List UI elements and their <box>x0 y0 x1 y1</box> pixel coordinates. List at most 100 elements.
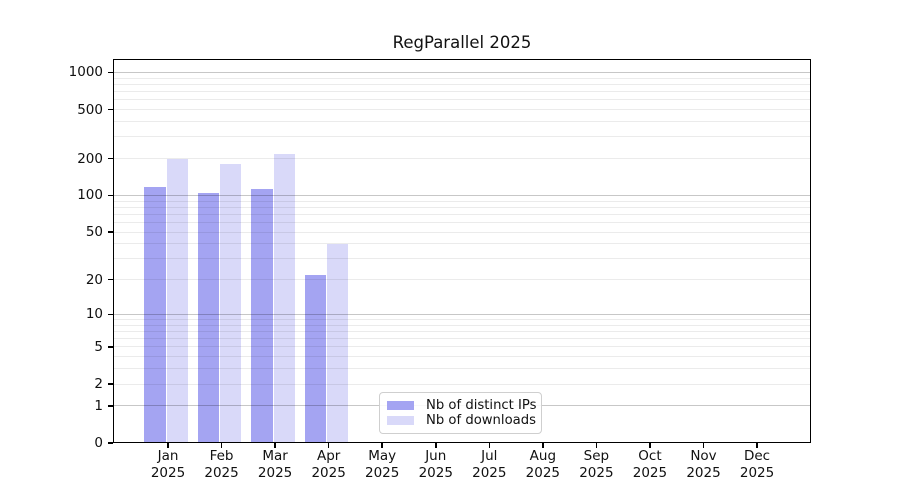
x-tick-year: 2025 <box>365 465 400 481</box>
y-tick-mark <box>107 157 113 160</box>
x-tick-month: Apr <box>316 448 341 464</box>
x-tick-mark <box>274 443 276 448</box>
gridline-major <box>113 313 811 315</box>
gridline-minor <box>113 77 811 79</box>
y-tick-label: 5 <box>94 338 103 355</box>
gridline-minor <box>113 319 811 320</box>
bar-downloads <box>166 159 188 443</box>
x-tick-month: May <box>368 448 397 464</box>
x-tick-mark <box>434 443 437 448</box>
x-tick-label: Feb 2025 <box>180 448 264 482</box>
bar-distinct-ips <box>144 186 166 443</box>
x-tick-month: Oct <box>638 448 662 464</box>
legend-swatch-distinct-ips <box>387 401 414 410</box>
x-tick-label: May 2025 <box>340 448 424 482</box>
legend: Nb of distinct IPs Nb of downloads <box>379 392 542 434</box>
y-tick-label: 20 <box>85 271 103 288</box>
gridline-minor <box>113 200 811 202</box>
y-tick-mark <box>107 194 113 197</box>
y-tick-label: 500 <box>77 101 103 118</box>
x-tick-label: Jun 2025 <box>394 448 478 482</box>
y-tick-label: 100 <box>77 187 103 204</box>
gridline-minor <box>113 206 811 208</box>
legend-label-distinct-ips: Nb of distinct IPs <box>426 398 537 413</box>
y-tick-mark <box>107 108 113 111</box>
y-tick-mark <box>107 442 113 444</box>
x-tick-year: 2025 <box>632 465 668 481</box>
x-tick-mark <box>542 443 544 448</box>
x-tick-year: 2025 <box>579 465 614 481</box>
x-tick-year: 2025 <box>739 465 775 481</box>
y-tick-mark <box>107 313 113 316</box>
y-tick-label: 50 <box>85 224 103 241</box>
gridline-minor <box>113 324 811 326</box>
plot-frame <box>113 59 811 443</box>
gridline-minor <box>113 83 811 85</box>
x-tick-month: Jan <box>157 448 179 464</box>
legend-item-distinct-ips: Nb of distinct IPs <box>387 398 537 413</box>
gridline-minor <box>113 231 811 233</box>
gridline-minor <box>113 213 811 215</box>
x-tick-label: Sep 2025 <box>554 448 638 482</box>
x-tick-month: Jul <box>481 448 498 464</box>
x-tick-month: Aug <box>529 448 557 464</box>
x-tick-year: 2025 <box>418 465 453 481</box>
x-tick-mark <box>167 443 169 448</box>
x-tick-label: Nov 2025 <box>662 448 746 482</box>
x-tick-mark <box>756 443 758 448</box>
bar-downloads <box>327 243 349 443</box>
bar-distinct-ips <box>197 192 220 443</box>
x-tick-year: 2025 <box>204 465 239 481</box>
gridline-minor <box>113 383 811 385</box>
y-tick-mark <box>107 71 113 74</box>
x-tick-mark <box>220 443 223 448</box>
legend-swatch-downloads <box>387 416 414 425</box>
x-tick-month: Feb <box>209 448 234 464</box>
gridline-minor <box>113 258 811 260</box>
x-tick-year: 2025 <box>150 465 186 481</box>
gridline-minor <box>113 368 811 370</box>
y-tick-label: 10 <box>85 306 103 323</box>
x-tick-year: 2025 <box>311 465 346 481</box>
bar-distinct-ips <box>251 188 273 443</box>
y-tick-label: 2 <box>94 376 103 393</box>
x-tick-label: Jul 2025 <box>447 448 531 482</box>
x-tick-mark <box>488 443 491 448</box>
y-tick-mark <box>107 346 113 348</box>
y-tick-label: 200 <box>77 150 103 167</box>
gridline-minor <box>113 109 811 111</box>
x-tick-label: Oct 2025 <box>608 448 692 482</box>
legend-item-downloads: Nb of downloads <box>387 413 536 428</box>
x-tick-month: Jun <box>425 448 447 464</box>
gridline-minor <box>113 136 811 138</box>
gridline-minor <box>113 356 811 358</box>
x-tick-mark <box>327 443 330 448</box>
gridline-minor <box>113 330 811 332</box>
y-tick-mark <box>107 231 113 233</box>
gridline-major <box>113 194 811 196</box>
chart-title: RegParallel 2025 <box>392 33 532 52</box>
bar-distinct-ips <box>304 274 327 443</box>
x-tick-mark <box>649 443 651 448</box>
gridline-minor <box>113 338 811 340</box>
x-tick-year: 2025 <box>257 465 293 481</box>
y-tick-label: 1000 <box>68 64 103 81</box>
x-tick-month: Mar <box>262 448 288 464</box>
bar-downloads <box>273 154 295 443</box>
gridline-minor <box>113 91 811 93</box>
x-tick-month: Nov <box>690 448 717 464</box>
x-tick-label: Jan 2025 <box>126 448 210 482</box>
bar-downloads <box>220 163 242 443</box>
gridline-minor <box>113 121 811 122</box>
y-tick-mark <box>107 383 113 385</box>
x-tick-label: Apr 2025 <box>287 448 371 482</box>
x-tick-mark <box>595 443 598 448</box>
y-tick-mark <box>107 405 113 407</box>
gridline-major <box>113 71 811 73</box>
y-tick-label: 0 <box>94 435 103 451</box>
x-tick-year: 2025 <box>472 465 507 481</box>
plot-area <box>113 59 811 443</box>
x-tick-label: Mar 2025 <box>233 448 317 482</box>
gridline-minor <box>113 99 811 101</box>
gridline-minor <box>113 346 811 348</box>
